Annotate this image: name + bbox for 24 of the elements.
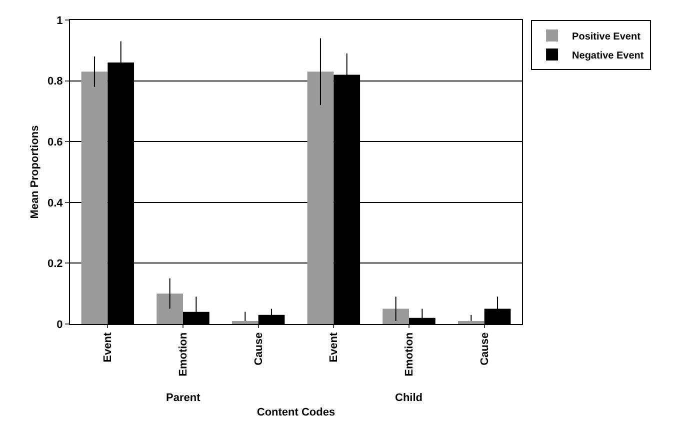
x-tick-label: Event xyxy=(102,332,114,362)
legend-label: Positive Event xyxy=(572,31,642,42)
legend-label: Negative Event xyxy=(572,50,644,62)
x-tick-label: Cause xyxy=(252,332,265,366)
y-tick-label: 0.4 xyxy=(48,197,64,210)
text: Parent xyxy=(166,392,201,404)
bar xyxy=(382,308,409,324)
bar xyxy=(232,320,258,324)
bar xyxy=(458,320,484,324)
x-tick-label: Event xyxy=(328,332,340,362)
y-tick-label: 1 xyxy=(56,14,63,27)
x-tick-label: Emotion xyxy=(178,332,190,376)
bar xyxy=(156,294,183,324)
y-tick-label: 0.2 xyxy=(48,258,63,270)
y-tick-label: 0.8 xyxy=(48,76,63,88)
bar xyxy=(307,72,334,324)
x-tick-label: Cause xyxy=(478,332,491,366)
text: Child xyxy=(395,392,422,404)
x-axis-title: Content Codes xyxy=(256,406,336,419)
y-tick-label: 0 xyxy=(56,318,63,331)
x-tick-label: Emotion xyxy=(404,332,416,376)
y-tick-label: 0.6 xyxy=(48,136,63,148)
bar xyxy=(81,72,108,324)
y-axis-title: Mean Proportions xyxy=(29,125,41,219)
